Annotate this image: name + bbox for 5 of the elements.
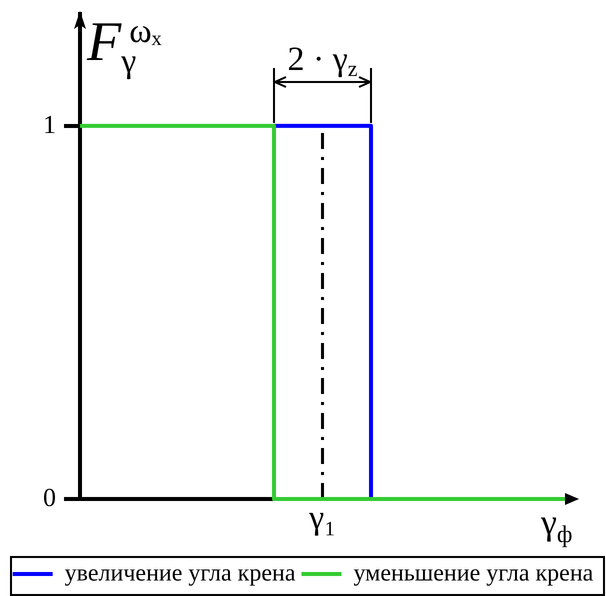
y-tick-label: 1 [43, 110, 56, 139]
y-tick-label: 0 [43, 482, 56, 512]
legend-label: уменьшение угла крена [353, 560, 594, 586]
x-tick-label: γ₁ [308, 499, 336, 536]
legend-label: увеличение угла крена [64, 560, 296, 586]
